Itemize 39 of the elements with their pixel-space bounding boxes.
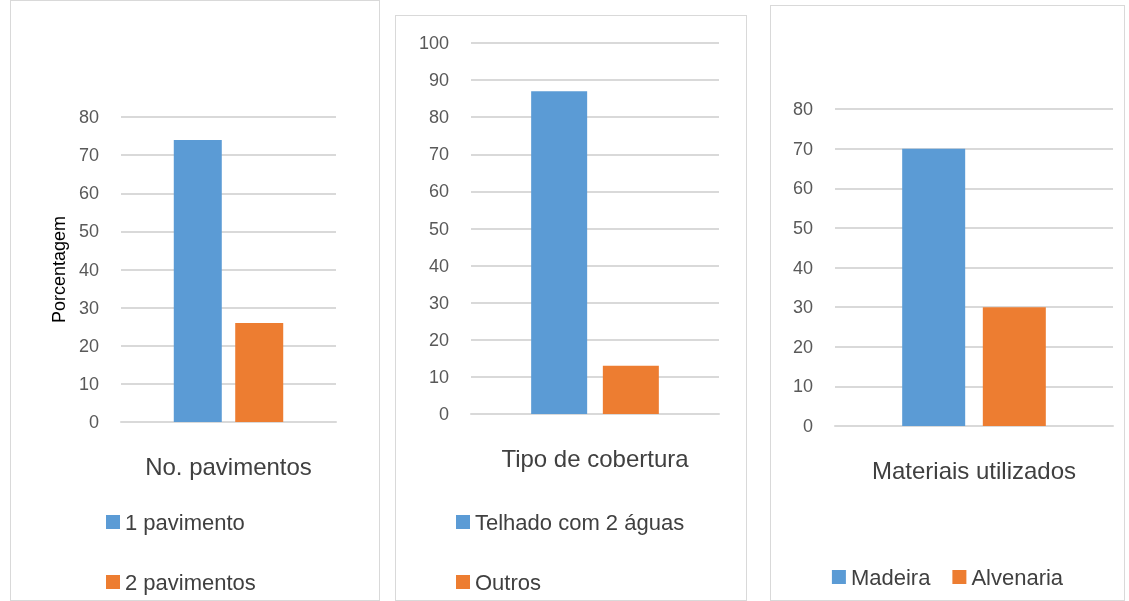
y-tick-label: 20 [792,336,813,357]
y-tick-label: 80 [792,99,813,119]
y-tick-label: 50 [428,218,449,239]
y-tick-label: 70 [428,144,449,165]
y-tick-label: 50 [78,221,99,242]
y-tick-label: 20 [78,335,99,356]
y-tick-label: 10 [428,366,449,387]
y-tick-label: 90 [428,70,449,91]
y-tick-label: 40 [78,259,99,280]
y-axis-title: Porcentagem [49,215,70,324]
y-tick-label: 10 [78,373,99,394]
y-tick-label: 0 [802,416,813,436]
y-tick-label: 80 [428,107,449,128]
y-tick-label: 60 [792,178,813,199]
y-tick-label: 10 [792,376,813,397]
y-tick-label: 80 [78,107,99,127]
y-tick-label: 60 [428,181,449,202]
y-tick-label: 20 [428,329,449,350]
legend-label: Madeira [850,564,932,590]
legend-label: 2 pavimentos [125,569,256,595]
y-tick-label: 0 [88,412,99,432]
legend-label: Alvenaria [971,564,1064,590]
y-tick-label: 50 [792,217,813,238]
y-tick-label: 70 [792,138,813,159]
y-tick-label: 100 [418,33,449,53]
y-tick-label: 30 [78,297,99,318]
y-tick-label: 40 [428,255,449,276]
legend-label: Telhado com 2 águas [475,509,685,535]
x-tick-label: Tipo de cobertura [501,444,690,472]
y-tick-label: 30 [792,297,813,318]
x-tick-label: No. pavimentos [145,452,312,480]
y-tick-label: 30 [428,292,449,313]
legend-label: 1 pavimento [125,509,245,535]
legend-label: Outros [475,569,542,595]
y-tick-label: 40 [792,257,813,278]
y-tick-label: 60 [78,183,99,204]
x-tick-label: Materiais utilizados [871,456,1077,484]
y-tick-label: 0 [438,404,449,424]
y-tick-label: 70 [78,145,99,166]
